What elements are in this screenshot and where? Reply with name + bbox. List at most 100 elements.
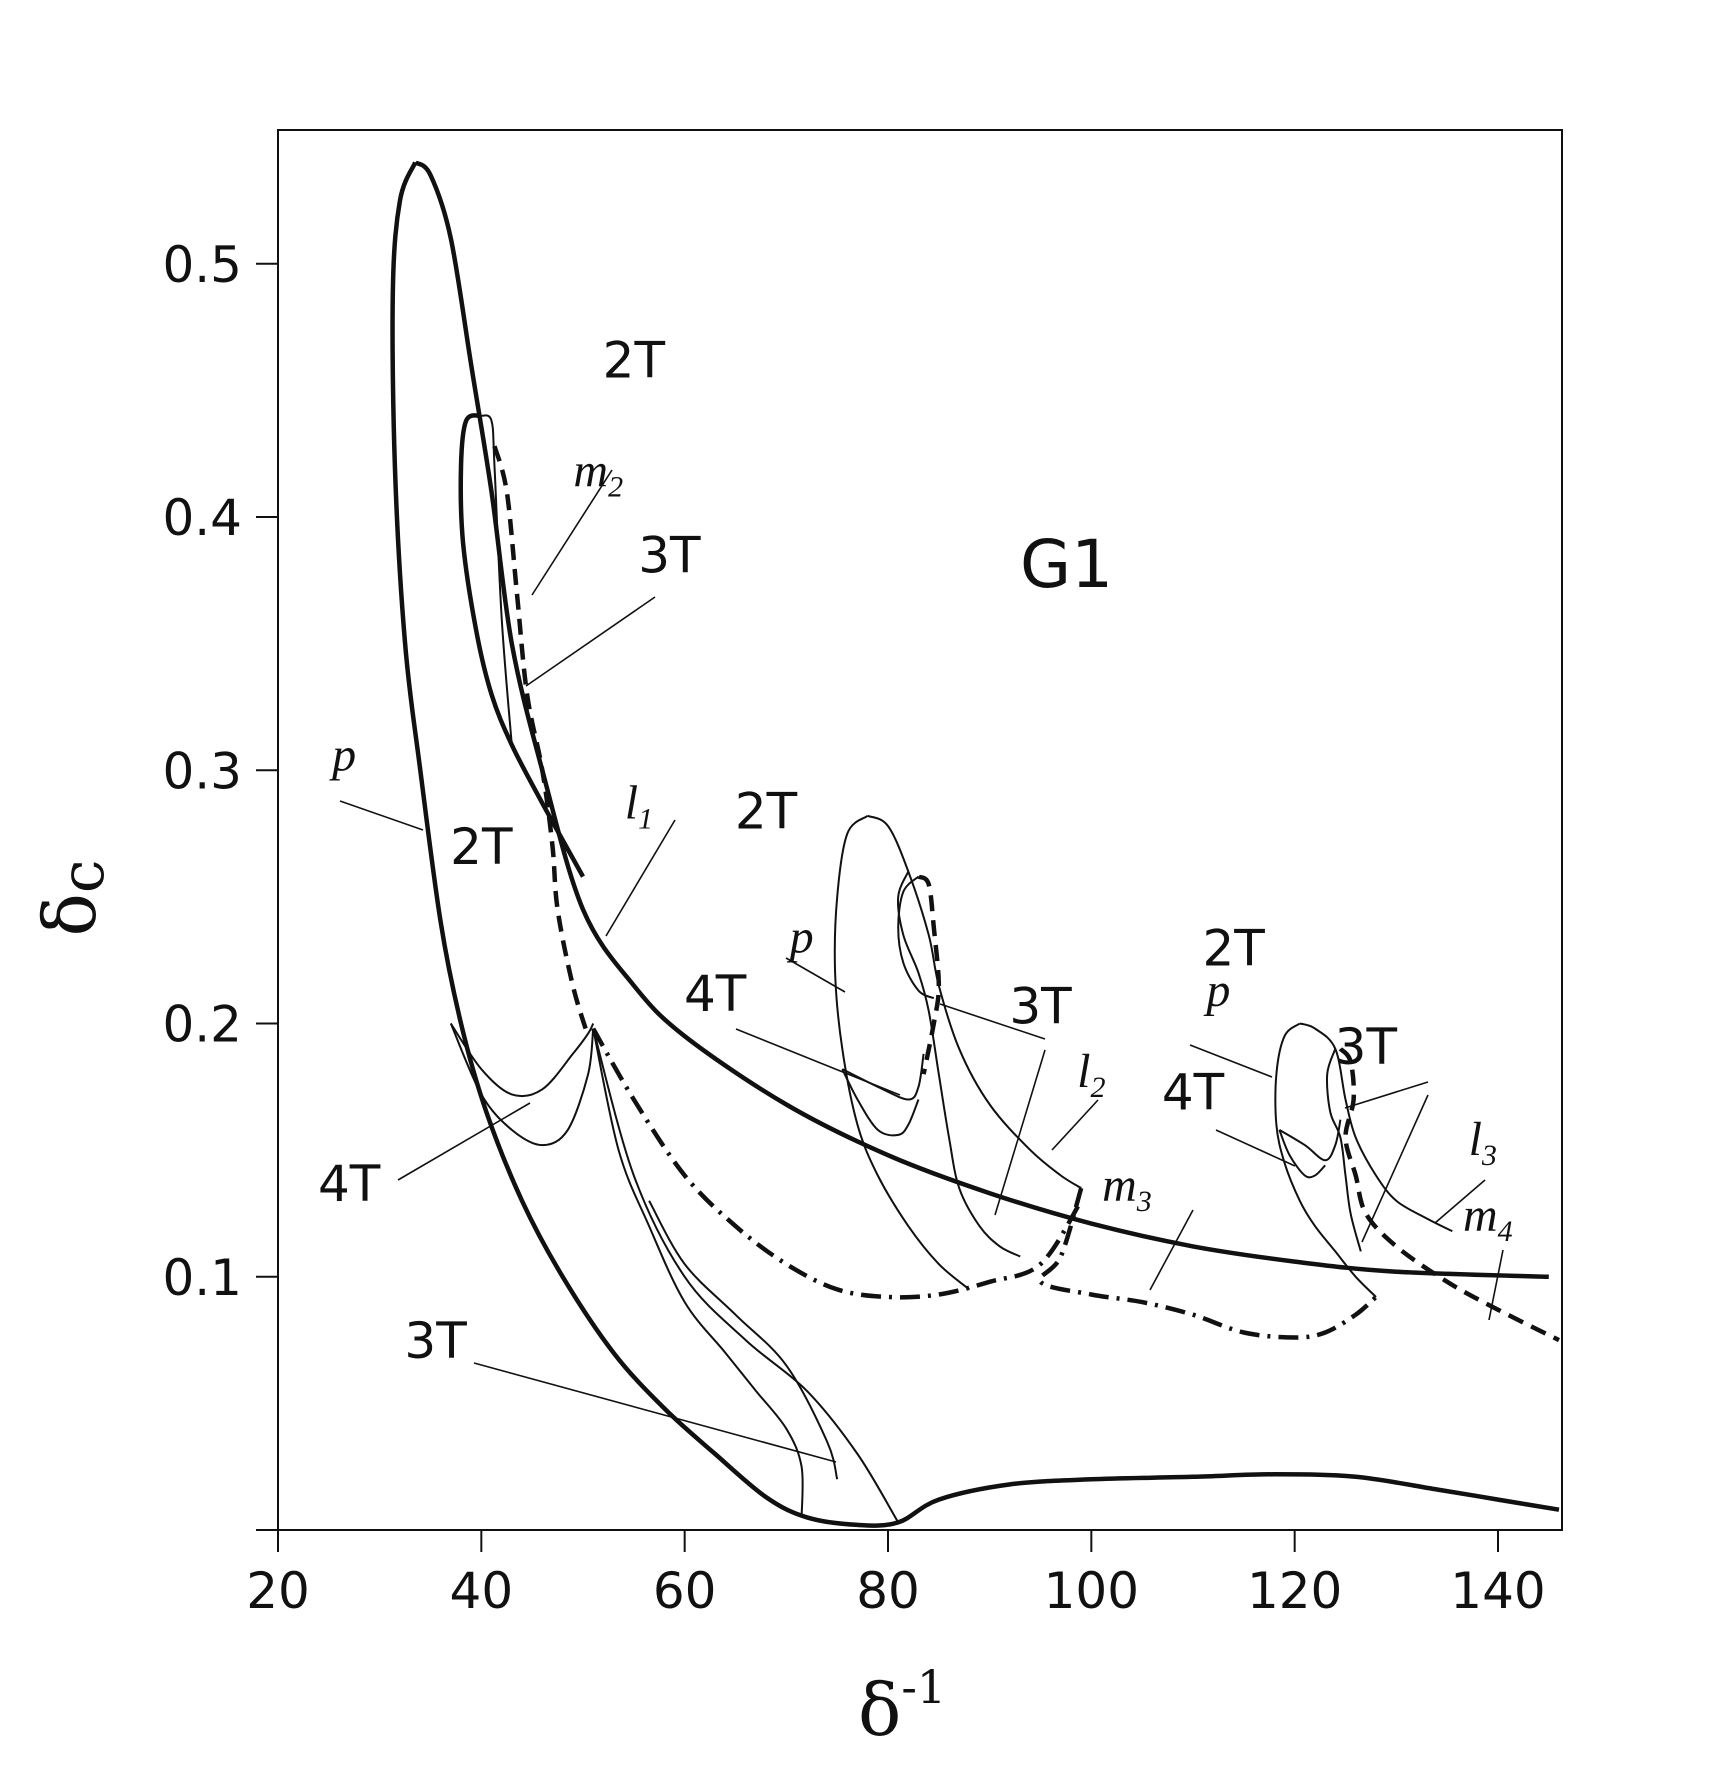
curve-label-p: p [329,728,356,781]
annotation-main: m [1463,1189,1498,1242]
annotation-sub: 1 [638,802,653,835]
annotation-main: 2T [1202,919,1265,977]
annotation-main: 2T [450,818,513,876]
annotation-main: l [1077,1045,1090,1098]
x-tick-label: 20 [246,1562,310,1620]
y-tick-label: 0.1 [162,1249,242,1307]
y-axis-label-group: δc [28,860,118,937]
curve-label-p: p [787,911,814,964]
curve-label-p: p [1203,964,1230,1017]
x-tick-label: 60 [653,1562,717,1620]
curve-label-l1: l1 [625,776,653,835]
leader-l1 [605,819,676,937]
x-axis-ticks: 20 40 60 80 100 120 140 [246,1530,1546,1620]
region-label-4T: 4T [318,1155,381,1213]
curve-7 [449,1023,595,1147]
annotation-main: 2T [603,332,666,390]
curve-label-l2: l2 [1077,1045,1105,1104]
y-tick-label: 0.4 [162,489,242,547]
curve-label-m2: m2 [573,445,623,504]
y-tick-label: 0.2 [162,996,242,1054]
y-tick-label: 0.3 [162,742,242,800]
y-axis-label-main: δ [28,893,112,936]
y-axis-ticks: 0.1 0.2 0.3 0.4 0.5 [162,236,278,1531]
annotation-main: 4T [1162,1064,1225,1122]
annotation-main: p [329,728,356,781]
y-axis-label: δc [28,860,118,937]
curve-21 [1274,1022,1377,1298]
x-tick-label: 40 [450,1562,514,1620]
curve-3 [458,413,585,878]
curve-25 [1278,1129,1326,1179]
leader-4T-right [1215,1129,1296,1167]
curve-23 [1338,1047,1561,1343]
curve-22 [1326,1048,1362,1252]
curve-18 [841,1068,920,1137]
leader-l2 [1051,1099,1099,1151]
annotation-main: 3T [404,1312,467,1370]
annotation-main: p [787,911,814,964]
curve-label-m3: m3 [1102,1159,1152,1218]
annotation-main: 2T [735,782,798,840]
curve-4 [480,414,513,745]
curve-24 [1278,1119,1342,1162]
leader-4T-left-1 [397,1102,531,1181]
annotation-sub: 2 [608,471,623,504]
leader-3T-right-2 [1361,1094,1429,1243]
x-tick-label: 80 [856,1562,920,1620]
curve-13 [833,814,970,1291]
x-axis-label: δ-1 [858,1660,946,1752]
curve-16 [897,871,1021,1258]
curve-6 [449,1022,595,1098]
leader-3T-mid-2 [994,1049,1046,1216]
leader-l3 [1434,1179,1486,1224]
annotation-sub: 3 [1136,1185,1152,1218]
curve-10 [648,1200,839,1480]
region-label-2T: 2T [450,818,513,876]
region-label-2T: 2T [1202,919,1265,977]
curve-17 [841,1053,925,1101]
y-tick-label: 0.5 [162,236,242,294]
x-tick-label: 100 [1044,1562,1139,1620]
y-axis-label-sub: c [48,860,118,894]
annotation-main: l [625,776,638,829]
curve-15 [917,874,942,1075]
plot-frame [277,129,1563,1531]
region-label-2T: 2T [603,332,666,390]
curve-19 [1037,1187,1378,1340]
annotation-sub: 2 [1091,1071,1106,1104]
leader-m2 [531,469,613,596]
annotation-main: p [1203,964,1230,1017]
region-label-3T: 3T [638,527,701,585]
curve-8 [592,1028,804,1518]
annotation-main: 3T [638,527,701,585]
curve-label-m4: m4 [1463,1189,1513,1248]
curve-12 [867,814,1082,1189]
x-tick-label: 140 [1450,1562,1545,1620]
leader-3T-upper [525,596,656,687]
curve-5 [492,445,591,1037]
region-label-4T: 4T [684,965,747,1023]
annotation-main: 3T [1009,978,1072,1036]
curve-2 [390,161,1560,1528]
leader-lines [339,469,1504,1463]
annotation-main: m [573,445,608,498]
leader-p-1 [339,800,424,831]
curve-label-l3: l3 [1469,1113,1497,1172]
curve-20 [1299,1022,1453,1233]
x-axis-label-sup: -1 [901,1660,946,1714]
annotation-sub: 3 [1481,1139,1497,1172]
curve-9 [592,1028,900,1523]
leader-3T-mid-1 [939,1003,1046,1040]
region-label-3T: 3T [404,1312,467,1370]
annotation-main: 4T [318,1155,381,1213]
curve-1 [413,160,1549,1280]
region-label-2T: 2T [735,782,798,840]
annotation-main: m [1102,1159,1137,1212]
leader-3T-right-1 [1344,1081,1429,1109]
annotation-sub: 4 [1498,1215,1513,1248]
x-tick-label: 120 [1247,1562,1342,1620]
annotation-main: 3T [1335,1018,1398,1076]
